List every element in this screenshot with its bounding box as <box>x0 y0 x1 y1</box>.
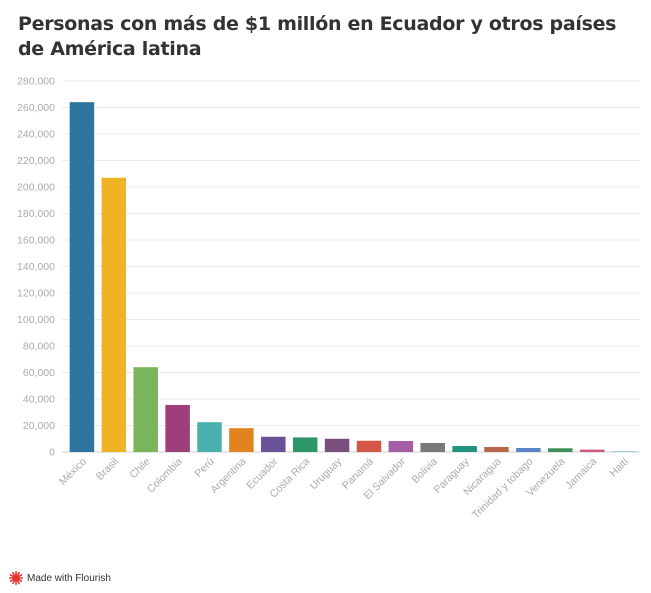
bar-18[interactable] <box>611 450 637 452</box>
y-tick-label: 240,000 <box>17 129 55 141</box>
x-tick-label: Uruguay <box>308 455 345 492</box>
y-tick-label: 40,000 <box>23 394 55 406</box>
x-tick-label: Bolivia <box>409 456 439 486</box>
y-tick-label: 100,000 <box>17 314 55 326</box>
bar-chart: 0 20,000 40,000 60,000 80,000 100,000 120,000 1… <box>17 76 640 521</box>
bar-14[interactable] <box>484 446 509 452</box>
bar-8[interactable] <box>292 437 318 452</box>
bars <box>69 102 637 452</box>
bar-7[interactable] <box>261 436 286 452</box>
flourish-logo-icon <box>9 571 23 585</box>
x-tick-label: Chile <box>127 456 153 482</box>
y-tick-label: 80,000 <box>23 341 55 353</box>
bar-6[interactable] <box>229 428 254 452</box>
flourish-credit[interactable]: Made with Flourish <box>9 571 111 585</box>
x-tick-label: Jamaica <box>563 456 599 492</box>
y-tick-label: 20,000 <box>23 420 55 432</box>
y-tick-label: 160,000 <box>17 235 55 247</box>
bar-12[interactable] <box>420 442 445 452</box>
y-tick-label: 140,000 <box>17 261 55 273</box>
y-tick-label: 120,000 <box>17 288 55 300</box>
bar-13[interactable] <box>452 446 477 452</box>
y-axis: 0 20,000 40,000 60,000 80,000 100,000 120,000 1… <box>17 76 55 459</box>
bar-17[interactable] <box>579 449 605 452</box>
bar-9[interactable] <box>324 438 350 452</box>
bar-1[interactable] <box>69 102 95 452</box>
chart-title: Personas con más de $1 millón en Ecuador… <box>18 13 617 60</box>
bar-15[interactable] <box>516 448 541 452</box>
y-tick-label: 260,000 <box>17 102 55 114</box>
bar-5[interactable] <box>197 422 222 452</box>
flourish-credit-text: Made with Flourish <box>27 572 111 584</box>
x-tick-label: Brasil <box>94 456 121 483</box>
grid-layer <box>62 80 640 453</box>
bar-2[interactable] <box>101 177 127 452</box>
y-tick-label: 220,000 <box>17 155 55 167</box>
bar-10[interactable] <box>356 440 382 452</box>
x-tick-label: Haití <box>607 456 631 480</box>
y-tick-label: 200,000 <box>17 182 55 194</box>
x-tick-label: Argentina <box>208 456 248 496</box>
bar-4[interactable] <box>165 404 190 452</box>
bar-11[interactable] <box>388 441 414 452</box>
y-tick-label: 280,000 <box>17 76 55 88</box>
y-tick-label: 180,000 <box>17 208 55 220</box>
x-tick-label: Colombia <box>145 456 185 496</box>
y-tick-label: 0 <box>49 447 55 459</box>
x-tick-label: Perú <box>192 456 216 480</box>
bar-16[interactable] <box>548 448 573 452</box>
bar-3[interactable] <box>133 367 158 452</box>
y-tick-label: 60,000 <box>23 367 55 379</box>
x-tick-label: México <box>57 456 89 488</box>
